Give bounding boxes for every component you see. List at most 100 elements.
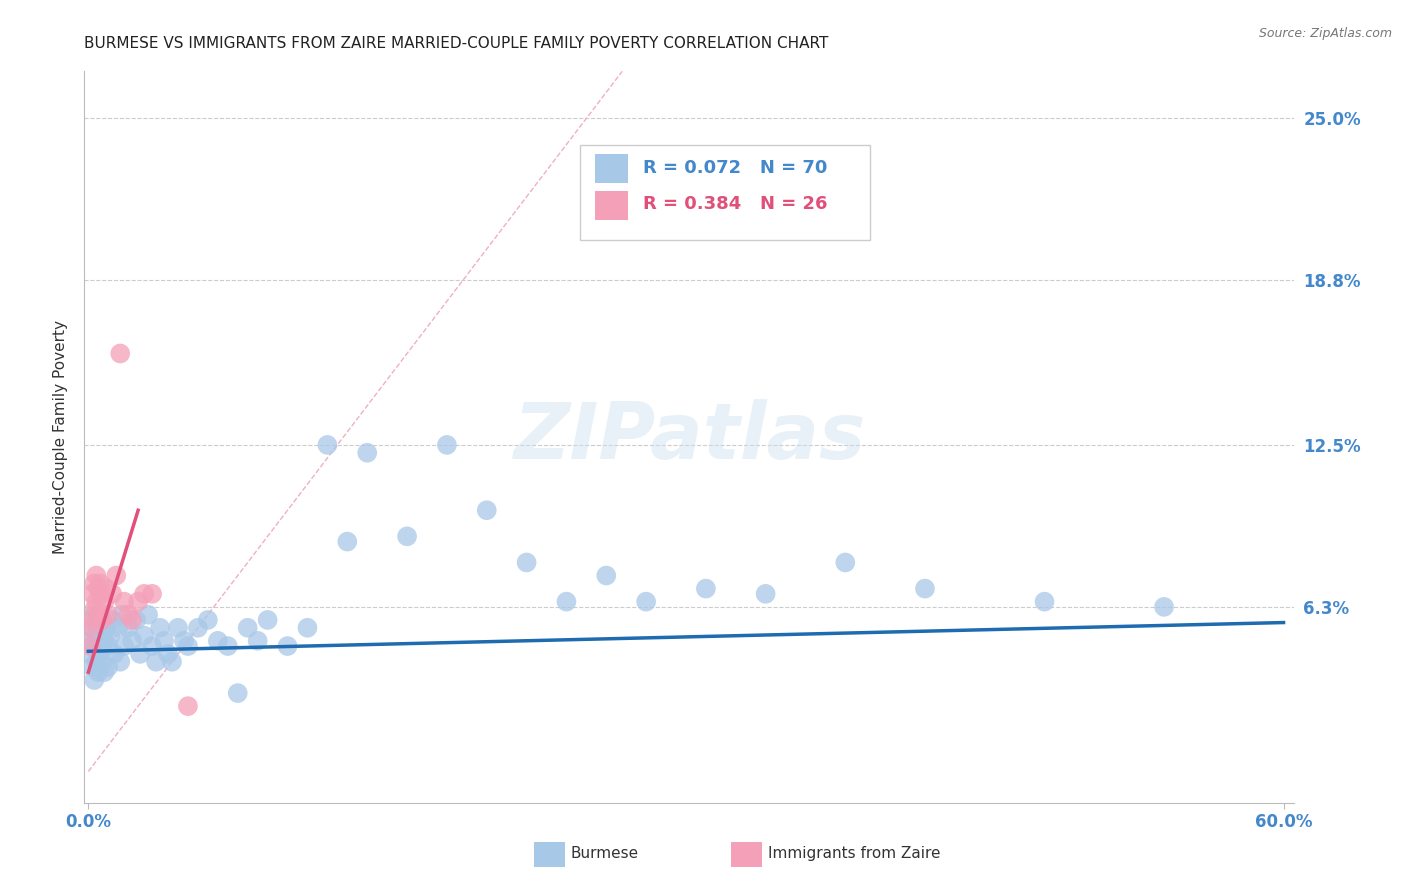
Point (134, 629, 156, 643)
Point (277, 639, 299, 653)
Point (103, 647, 125, 661)
Point (89, 639, 111, 653)
Point (1033, 595, 1056, 609)
Point (93, 595, 115, 609)
Point (87, 621, 110, 635)
FancyBboxPatch shape (595, 154, 628, 183)
Point (97, 639, 120, 653)
Point (145, 655, 167, 669)
Point (396, 529, 419, 543)
Point (117, 607, 139, 622)
Point (87, 665, 110, 680)
Point (125, 613, 148, 627)
Point (297, 621, 319, 635)
Point (93, 665, 115, 680)
Text: R = 0.072   N = 70: R = 0.072 N = 70 (643, 159, 827, 177)
Point (256, 613, 278, 627)
Point (79, 633, 101, 648)
Point (83, 639, 105, 653)
Point (87, 607, 110, 622)
Text: ZIPatlas: ZIPatlas (513, 399, 865, 475)
FancyBboxPatch shape (581, 145, 870, 240)
Point (87, 582, 110, 596)
Point (107, 621, 129, 635)
Text: Source: ZipAtlas.com: Source: ZipAtlas.com (1258, 27, 1392, 40)
Point (111, 607, 134, 622)
Point (86, 629, 108, 643)
Text: Burmese: Burmese (571, 847, 638, 861)
Point (129, 647, 152, 661)
Point (141, 639, 163, 653)
Point (86, 613, 108, 627)
Point (83, 576, 105, 591)
Point (555, 595, 578, 609)
Point (89, 607, 111, 622)
Point (167, 621, 190, 635)
Point (105, 568, 128, 582)
Point (83, 602, 105, 616)
Point (89, 576, 111, 591)
Point (82, 660, 104, 674)
Point (336, 534, 359, 549)
Point (134, 587, 156, 601)
Point (153, 633, 176, 648)
Point (173, 633, 195, 648)
Point (636, 595, 658, 609)
Point (82, 613, 104, 627)
Point (160, 655, 183, 669)
Point (356, 446, 378, 460)
Text: R = 0.384   N = 26: R = 0.384 N = 26 (643, 195, 828, 213)
Point (112, 595, 135, 609)
Text: BURMESE VS IMMIGRANTS FROM ZAIRE MARRIED-COUPLE FAMILY POVERTY CORRELATION CHART: BURMESE VS IMMIGRANTS FROM ZAIRE MARRIED… (84, 36, 828, 51)
Point (79, 647, 101, 661)
Point (516, 556, 538, 570)
Point (246, 633, 269, 648)
Point (136, 607, 159, 622)
Point (98, 629, 121, 643)
FancyBboxPatch shape (595, 191, 628, 219)
Point (316, 438, 339, 452)
Point (755, 587, 778, 601)
Point (97, 660, 120, 674)
Point (93, 633, 115, 648)
Point (141, 587, 163, 601)
Point (96, 582, 118, 596)
Point (86, 568, 108, 582)
Point (82, 621, 104, 635)
Point (91, 621, 114, 635)
Point (217, 639, 239, 653)
Point (87, 647, 110, 661)
Point (436, 438, 458, 452)
Point (91, 655, 114, 669)
Text: Immigrants from Zaire: Immigrants from Zaire (768, 847, 941, 861)
Point (86, 595, 108, 609)
Point (121, 633, 143, 648)
Point (83, 607, 105, 622)
Point (236, 621, 259, 635)
Point (110, 346, 132, 360)
Point (101, 613, 124, 627)
Point (112, 639, 135, 653)
Point (117, 621, 139, 635)
Point (914, 582, 936, 596)
Point (79, 639, 101, 653)
Point (82, 587, 104, 601)
Point (1153, 599, 1175, 614)
Point (83, 673, 105, 687)
Point (695, 582, 717, 596)
Point (207, 633, 229, 648)
Y-axis label: Married-Couple Family Poverty: Married-Couple Family Poverty (52, 320, 67, 554)
Point (226, 686, 249, 700)
Point (157, 647, 180, 661)
Point (86, 655, 108, 669)
Point (96, 621, 118, 635)
Point (595, 568, 617, 582)
Point (149, 621, 172, 635)
Point (177, 639, 200, 653)
Point (834, 556, 856, 570)
Point (187, 621, 209, 635)
Point (97, 607, 120, 622)
Point (110, 655, 132, 669)
Point (197, 613, 219, 627)
Point (177, 699, 200, 714)
